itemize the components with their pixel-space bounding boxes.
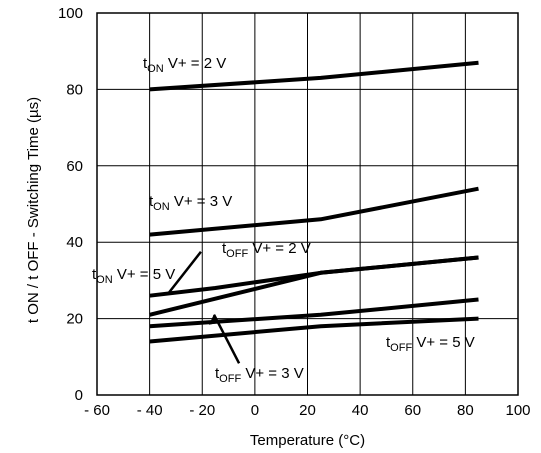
y-tick-label: 20	[66, 311, 83, 328]
x-tick-label: 40	[352, 402, 369, 419]
series-annotation: tON V+ = 5 V	[92, 266, 175, 286]
x-tick-label: 0	[251, 402, 259, 419]
x-tick-label: - 60	[84, 402, 110, 419]
annotations: tON V+ = 2 V tON V+ = 3 V tOFF V+ = 2 V tON…	[92, 55, 475, 385]
series-lines	[149, 60, 479, 344]
plot-frame	[96, 12, 519, 396]
y-tick-label: 40	[66, 234, 83, 251]
y-tick-label: 80	[66, 81, 83, 98]
y-axis-label: t ON / t OFF - Switching Time (µs)	[25, 97, 42, 323]
series-annotation: tOFF V+ = 5 V	[386, 334, 475, 354]
x-tick-label: 20	[299, 402, 316, 419]
annotation-pointers	[167, 250, 241, 364]
series-line-1	[149, 60, 479, 92]
x-tick-label: 60	[404, 402, 421, 419]
series-line-2	[149, 186, 479, 237]
y-tick-label: 0	[75, 387, 83, 404]
series-annotation: tON V+ = 3 V	[149, 193, 232, 213]
x-axis-label: Temperature (°C)	[250, 432, 365, 449]
series-line-6	[149, 316, 479, 344]
y-tick-label: 60	[66, 158, 83, 175]
series-annotation: tOFF V+ = 2 V	[222, 240, 311, 260]
x-tick-label: 100	[505, 402, 530, 419]
series-line-4	[149, 255, 479, 317]
y-tick-label: 100	[58, 5, 83, 22]
x-tick-label: - 40	[137, 402, 163, 419]
x-tick-label: - 20	[189, 402, 215, 419]
tick-labels: - 60 - 40 - 20 0 20 40 60 80 100 0 20 40 60 80 100	[58, 5, 531, 419]
x-tick-label: 80	[457, 402, 474, 419]
series-annotation: tOFF V+ = 3 V	[215, 365, 304, 385]
annotation-pointer	[167, 250, 202, 295]
series-line-5	[149, 297, 479, 329]
series-annotation: tON V+ = 2 V	[143, 55, 226, 75]
annotation-arrowhead	[208, 314, 220, 325]
